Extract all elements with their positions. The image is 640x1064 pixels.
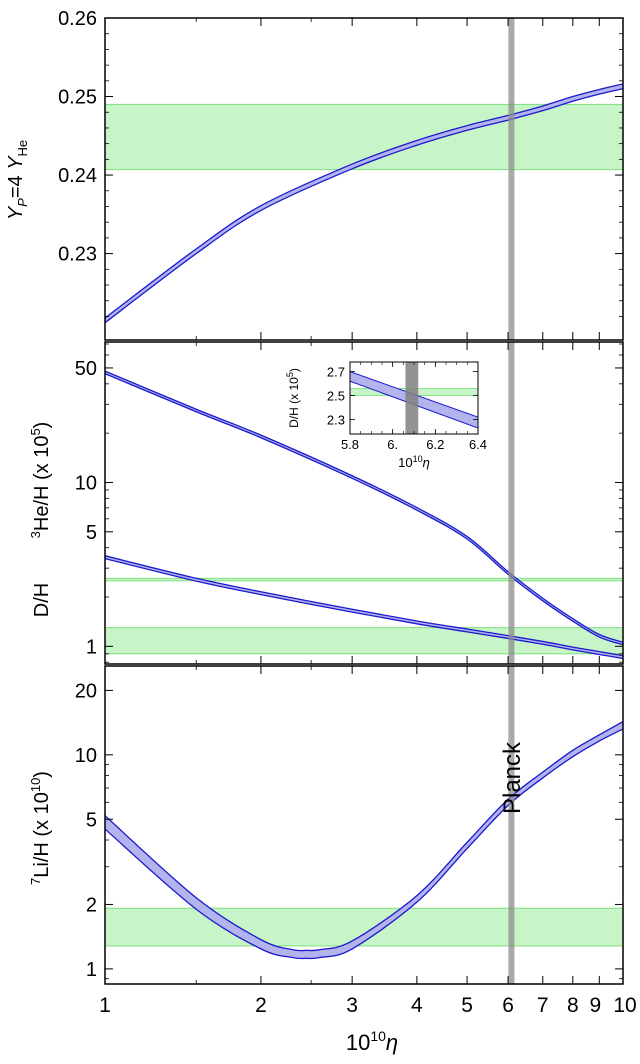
deuterium-yticks: 1 5 10 50 (75, 343, 623, 663)
helium-ytick-label: 0.23 (58, 244, 97, 266)
lithium-panel: 1 2 5 10 20 1 2 3 4 5 6 7 8 9 10 7Li/H (x 1010) (28, 18, 637, 1017)
lithium-yticks: 1 2 5 10 20 (75, 680, 623, 981)
lithium-ytick-label: 20 (75, 680, 97, 702)
planck-label: Planck (499, 741, 526, 814)
series-deuterium-lower (105, 373, 623, 646)
helium-plot-area (105, 18, 623, 340)
x-tick-label: 3 (346, 994, 358, 1017)
inset-ytick-label: 2.3 (327, 413, 345, 428)
inset-ytick-label: 2.7 (327, 365, 345, 380)
lithium-plot-area (105, 666, 623, 984)
series-deuterium-upper (105, 370, 623, 643)
inset-ytick-label: 2.5 (327, 389, 345, 404)
helium-yticks: 0.23 0.24 0.25 0.26 (58, 8, 623, 317)
deuterium-ytick-label: 10 (75, 472, 97, 494)
deuterium-ytick-label: 1 (86, 636, 97, 658)
helium-ytick-label: 0.24 (58, 165, 97, 187)
lithium-ytick-label: 10 (75, 745, 97, 767)
lithium-curve-upper (105, 721, 623, 952)
lithium-ytick-label: 1 (86, 959, 97, 981)
helium-ylabel: YP=4 YHe (5, 140, 30, 220)
x-tick-label: 8 (567, 994, 579, 1017)
lithium-ytick-label: 2 (86, 894, 97, 916)
series-helium3-lower (105, 557, 623, 660)
helium3-ylabel: 3He/H (x 105) (28, 422, 53, 539)
inset-xtick-label: 6. (387, 437, 398, 452)
deuterium-ylabel: D/H (31, 583, 53, 617)
inset-ylabel: D/H (x 105) (285, 368, 301, 428)
x-tick-label: 4 (411, 994, 423, 1017)
helium-panel: 0.23 0.24 0.25 0.26 YP=4 YHe (5, 8, 624, 341)
inset-planck-band (405, 362, 419, 434)
helium-ytick-label: 0.25 (58, 87, 97, 109)
inset-xtick-label: 6.2 (426, 437, 444, 452)
inset-plot-area (350, 362, 478, 434)
x-tick-label: 10 (613, 994, 636, 1017)
x-tick-label: 5 (461, 994, 473, 1017)
inset-xtick-label: 5.8 (341, 437, 359, 452)
planck-band (508, 342, 515, 664)
x-tick-label: 6 (502, 994, 514, 1017)
x-tick-label: 7 (537, 994, 549, 1017)
inset-xtick-label: 6.4 (469, 437, 487, 452)
x-tick-label: 2 (255, 994, 267, 1017)
planck-band (508, 666, 515, 984)
deuterium-observation-band-1 (105, 577, 623, 582)
inset-ticks: 5.8 6. 6.2 6.4 2.3 2.5 2.7 (327, 362, 487, 452)
deuterium-panel: 1 5 10 50 3He/H (x 105) D/H 5.8 6. 6.2 6.4 2.3 2… (28, 341, 624, 665)
lithium-frame (104, 665, 624, 985)
x-tick-label: 1 (99, 994, 111, 1017)
lithium-curve-lower (105, 728, 623, 960)
helium-curve-lower (105, 88, 623, 324)
series-helium3-fill (105, 555, 623, 659)
lithium-xticks: 1 2 3 4 5 6 7 8 9 10 (99, 18, 637, 1017)
helium-curve-upper (105, 83, 623, 319)
planck-band (508, 18, 515, 340)
lithium-ylabel: 7Li/H (x 1010) (28, 771, 53, 885)
deuterium-ytick-label: 50 (75, 358, 97, 380)
deuterium-ytick-label: 5 (86, 522, 97, 544)
x-axis-label: 1010η (346, 1028, 398, 1055)
inset-chart: 5.8 6. 6.2 6.4 2.3 2.5 2.7 D/H (x 105) 1010η (285, 361, 487, 470)
helium-ytick-label: 0.26 (58, 8, 97, 30)
lithium-ytick-label: 5 (86, 809, 97, 831)
deuterium-observation-band-2 (105, 627, 623, 655)
x-tick-label: 9 (589, 994, 601, 1017)
series-helium3-upper (105, 555, 623, 657)
deuterium-plot-area (105, 342, 623, 664)
deuterium-frame (104, 341, 624, 665)
helium-frame (104, 17, 624, 341)
inset-xlabel: 1010η (398, 454, 430, 470)
